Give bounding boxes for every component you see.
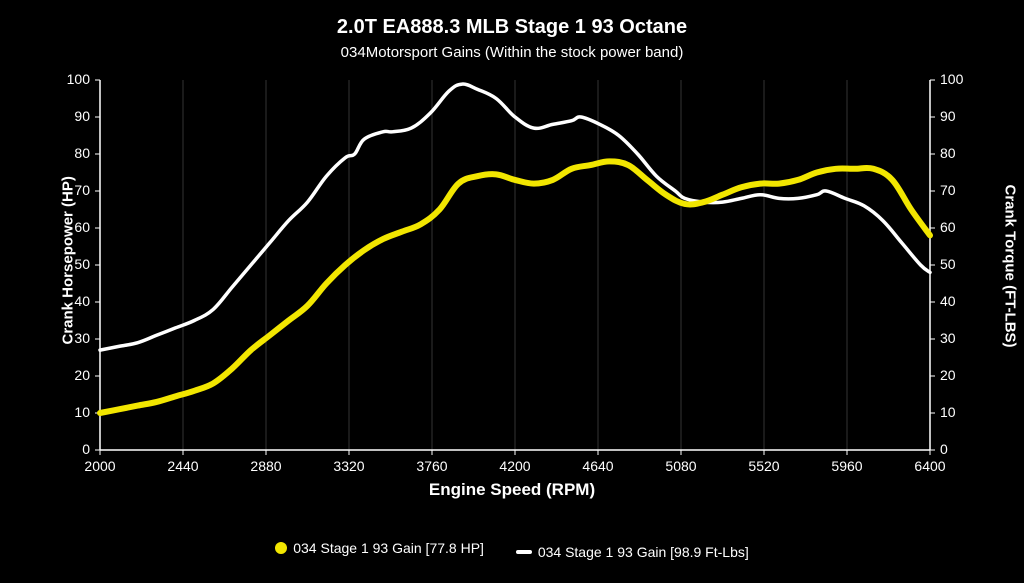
- chart-subtitle: 034Motorsport Gains (Within the stock po…: [0, 44, 1024, 61]
- x-tick-label: 4200: [485, 458, 545, 474]
- y-right-tick-label: 100: [940, 71, 975, 87]
- chart-legend: 034 Stage 1 93 Gain [77.8 HP] 034 Stage …: [0, 540, 1024, 560]
- chart-title: 2.0T EA888.3 MLB Stage 1 93 Octane: [0, 16, 1024, 39]
- x-tick-label: 5080: [651, 458, 711, 474]
- x-tick-label: 5960: [817, 458, 877, 474]
- x-tick-label: 3760: [402, 458, 462, 474]
- y-right-tick-label: 80: [940, 145, 975, 161]
- y-left-tick-label: 100: [55, 71, 90, 87]
- y-left-tick-label: 70: [55, 182, 90, 198]
- x-tick-label: 6400: [900, 458, 960, 474]
- plot-svg: [100, 80, 930, 450]
- y-right-tick-label: 70: [940, 182, 975, 198]
- legend-item-torque: 034 Stage 1 93 Gain [98.9 Ft-Lbs]: [516, 544, 749, 560]
- plot-area: [100, 80, 930, 450]
- y-right-tick-label: 10: [940, 404, 975, 420]
- legend-swatch-hp-icon: [275, 542, 287, 554]
- legend-label-hp: 034 Stage 1 93 Gain [77.8 HP]: [293, 540, 484, 556]
- y-axis-right-label: Crank Torque (FT-LBS): [1002, 185, 1019, 345]
- dyno-chart: 2.0T EA888.3 MLB Stage 1 93 Octane 034Mo…: [0, 0, 1024, 583]
- y-right-tick-label: 20: [940, 367, 975, 383]
- y-right-tick-label: 40: [940, 293, 975, 309]
- y-left-tick-label: 30: [55, 330, 90, 346]
- y-right-tick-label: 90: [940, 108, 975, 124]
- y-left-tick-label: 40: [55, 293, 90, 309]
- y-left-tick-label: 60: [55, 219, 90, 235]
- legend-label-torque: 034 Stage 1 93 Gain [98.9 Ft-Lbs]: [538, 544, 749, 560]
- y-left-tick-label: 0: [55, 441, 90, 457]
- y-left-tick-label: 50: [55, 256, 90, 272]
- y-left-tick-label: 10: [55, 404, 90, 420]
- x-tick-label: 3320: [319, 458, 379, 474]
- x-tick-label: 2000: [70, 458, 130, 474]
- y-left-tick-label: 80: [55, 145, 90, 161]
- y-left-tick-label: 20: [55, 367, 90, 383]
- x-axis-label: Engine Speed (RPM): [0, 480, 1024, 500]
- x-tick-label: 4640: [568, 458, 628, 474]
- x-tick-label: 2440: [153, 458, 213, 474]
- y-right-tick-label: 50: [940, 256, 975, 272]
- x-tick-label: 5520: [734, 458, 794, 474]
- y-left-tick-label: 90: [55, 108, 90, 124]
- y-right-tick-label: 60: [940, 219, 975, 235]
- legend-swatch-torque-icon: [516, 550, 532, 554]
- y-right-tick-label: 0: [940, 441, 975, 457]
- y-right-tick-label: 30: [940, 330, 975, 346]
- x-tick-label: 2880: [236, 458, 296, 474]
- legend-item-hp: 034 Stage 1 93 Gain [77.8 HP]: [275, 540, 484, 556]
